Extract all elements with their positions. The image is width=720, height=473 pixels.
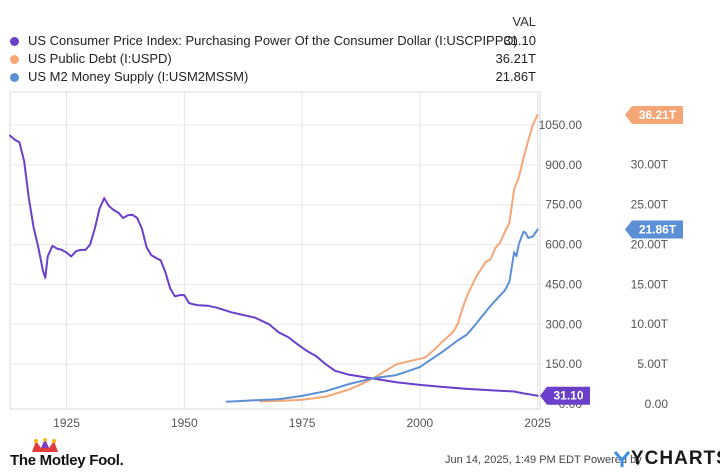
left-axis-tick-label: 300.00 — [545, 317, 582, 331]
legend-item-value: 21.86T — [495, 69, 536, 84]
left-axis-tick-label: 150.00 — [545, 357, 582, 371]
legend-item-value: 31.10 — [503, 33, 536, 48]
left-axis-tick-label: 450.00 — [545, 277, 582, 291]
left-axis-tick-label: 750.00 — [545, 198, 582, 212]
motley-fool-logo[interactable]: The Motley Fool. — [10, 438, 150, 470]
legend-dot-icon — [10, 37, 19, 46]
footer: The Motley Fool. Jun 14, 2025, 1:49 PM E… — [0, 438, 720, 473]
chart: 1925 1950 1975 2000 2025 1050.00 900.00 750.00 6… — [9, 91, 683, 430]
ycharts-logo-icon — [614, 451, 630, 467]
x-tick-label: 1925 — [53, 416, 80, 430]
right-axis-tick-label: 30.00T — [631, 158, 669, 172]
right-axis-tick-label: 15.00T — [631, 277, 669, 291]
right-axis-tick-label: 0.00 — [645, 397, 669, 411]
left-axis-tick-label: 900.00 — [545, 158, 582, 172]
plot-frame — [9, 91, 541, 410]
legend-item-m2[interactable]: US M2 Money Supply (I:USM2MSSM) 21.86T — [8, 68, 538, 86]
legend-dot-icon — [10, 73, 19, 82]
right-axis-tick-label: 10.00T — [631, 317, 669, 331]
legend-item-cpi[interactable]: US Consumer Price Index: Purchasing Powe… — [8, 32, 538, 50]
end-label-cpi — [540, 386, 590, 405]
legend-item-name: US M2 Money Supply (I:USM2MSSM) — [28, 69, 249, 84]
end-label-public-debt-text: 36.21T — [639, 108, 677, 122]
legend-item-name: US Public Debt (I:USPD) — [28, 51, 172, 66]
x-tick-label: 1950 — [171, 416, 198, 430]
left-axis-tick-label: 600.00 — [545, 238, 582, 252]
end-label-m2 — [625, 220, 683, 239]
legend-item-public-debt[interactable]: US Public Debt (I:USPD) 36.21T — [8, 50, 538, 68]
x-tick-label: 2000 — [407, 416, 434, 430]
end-label-public-debt — [625, 105, 683, 124]
timestamp: Jun 14, 2025, 1:49 PM EDT Powered by — [445, 454, 642, 466]
jester-hat-icon — [32, 438, 58, 452]
left-axis-tick-label: 1050.00 — [539, 118, 583, 132]
right-axis-tick-label: 20.00T — [631, 237, 669, 251]
legend-item-value: 36.21T — [495, 51, 536, 66]
line-us-public-debt — [258, 113, 539, 403]
line-cpi-purchasing-power — [9, 134, 539, 397]
brand-name: The Motley Fool. — [10, 452, 124, 469]
right-axis-tick-label: 25.00T — [631, 197, 669, 211]
legend-dot-icon — [10, 55, 19, 64]
ycharts-wordmark[interactable]: YCHARTS — [631, 448, 720, 469]
line-us-m2-money-supply — [225, 228, 539, 403]
x-tick-label: 2025 — [524, 416, 551, 430]
right-axis-tick-label: 5.00T — [637, 357, 668, 371]
legend-value-header: VAL — [512, 14, 536, 29]
end-label-m2-text: 21.86T — [639, 222, 677, 236]
x-tick-label: 1975 — [289, 416, 316, 430]
end-label-cpi-text: 31.10 — [553, 389, 583, 403]
legend-item-name: US Consumer Price Index: Purchasing Powe… — [28, 33, 518, 48]
